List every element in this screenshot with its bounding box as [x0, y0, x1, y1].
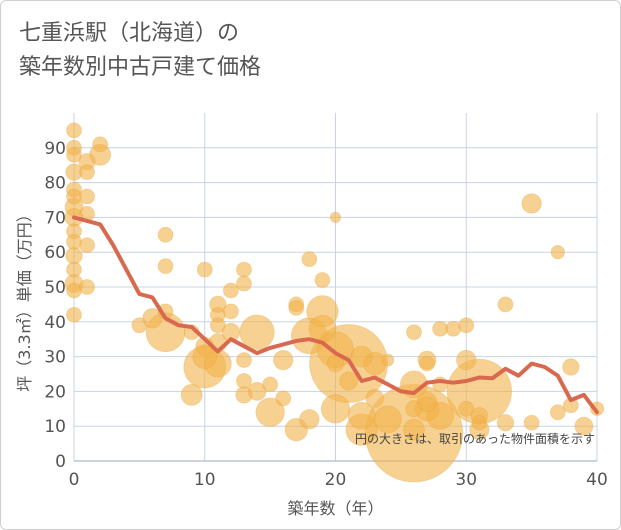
x-tick-label: 30 [455, 470, 477, 490]
bubble-point [222, 282, 239, 299]
bubble-point [236, 373, 252, 389]
bubble-point [273, 349, 294, 371]
bubble-series [64, 122, 605, 483]
bubble-point [350, 345, 373, 368]
bubble-point [79, 279, 95, 295]
y-tick-label: 30 [44, 348, 66, 368]
bubble-point [562, 358, 580, 376]
bubble-point [66, 122, 82, 139]
bubble-point [157, 226, 174, 243]
bubble-point [373, 405, 402, 434]
y-tick-label: 60 [44, 243, 66, 263]
bubble-point [381, 353, 395, 367]
bubble-point [235, 386, 253, 404]
chart-title-line2: 築年数別中古戸建て価格 [19, 55, 262, 80]
bubble-point [329, 211, 342, 224]
bubble-point [549, 404, 566, 421]
bubble-point [236, 352, 252, 368]
bubble-point [458, 317, 475, 334]
bubble-point [550, 245, 565, 260]
bubble-point [236, 275, 252, 292]
x-tick-label: 10 [194, 470, 216, 490]
y-tick-label: 10 [44, 417, 66, 437]
bubble-point [209, 317, 226, 334]
bubble-point [66, 306, 82, 323]
x-axis-label: 築年数（年） [287, 499, 383, 518]
bubble-point [79, 188, 95, 205]
y-tick-label: 70 [44, 208, 66, 228]
y-tick-label: 20 [44, 382, 66, 402]
bubble-point [196, 261, 213, 278]
bubble-point [79, 164, 95, 181]
bubble-point [288, 299, 305, 316]
bubble-point [92, 136, 109, 153]
bubble-point [339, 371, 358, 391]
bubble-point [574, 416, 594, 436]
chart-title: 七重浜駅（北海道）の 築年数別中古戸建て価格 [19, 17, 261, 85]
bubble-point [497, 296, 514, 313]
x-tick-label: 20 [325, 470, 347, 490]
bubble-point [66, 233, 82, 250]
bubble-point [523, 414, 540, 431]
y-tick-label: 0 [55, 452, 66, 472]
chart-title-line1: 七重浜駅（北海道）の [19, 21, 240, 46]
bubble-point [262, 376, 279, 393]
bubble-point [66, 282, 82, 299]
bubble-point [521, 193, 542, 214]
bubble-point [275, 390, 292, 407]
bubble-point [405, 400, 423, 418]
y-tick-label: 80 [44, 174, 66, 194]
bubble-point [180, 383, 203, 406]
bubble-point [403, 418, 425, 441]
bubble-point [157, 258, 174, 275]
bubble-point [299, 409, 320, 430]
bubble-point [142, 308, 163, 329]
bubble-point [314, 272, 331, 288]
bubble-point [66, 261, 82, 278]
bubble-point [131, 317, 148, 334]
y-tick-label: 40 [44, 313, 66, 333]
bubble-point [79, 237, 95, 254]
bubble-point [222, 303, 239, 320]
bubble-point [419, 355, 435, 372]
bubble-point [365, 388, 385, 408]
bubble-point [445, 320, 462, 337]
bubble-point [471, 414, 488, 431]
bubble-point [456, 349, 477, 371]
bubble-point [406, 324, 422, 341]
average-line-series [72, 215, 599, 415]
x-tick-label: 0 [69, 470, 80, 490]
bubble-point [255, 397, 285, 427]
bubble-point [301, 251, 318, 268]
bubble-point [496, 414, 515, 432]
bubble-size-note: 円の大きさは、取引のあった物件面積を示す [355, 431, 595, 446]
axis-ticks: 0 10 20 30 40 50 60 70 80 90 0 10 20 30 40 [44, 139, 607, 490]
bubble-point [65, 247, 83, 265]
y-tick-label: 90 [44, 139, 66, 159]
y-axis-label: 坪（3.3㎡）単価（万円） [15, 206, 34, 391]
bubble-point [320, 394, 351, 424]
bubble-point [66, 146, 82, 163]
bubble-point [239, 314, 275, 350]
bubble-point [236, 261, 252, 278]
average-price-line [72, 215, 599, 415]
bubble-point [458, 400, 475, 417]
x-tick-label: 40 [586, 470, 608, 490]
y-tick-label: 50 [44, 278, 66, 298]
